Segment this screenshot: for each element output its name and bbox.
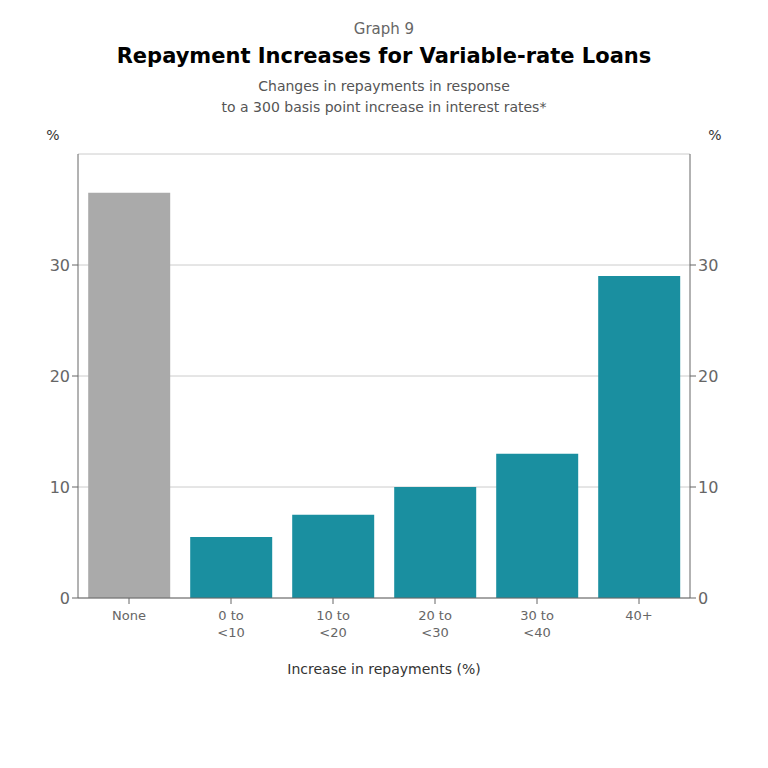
svg-text:10 to<20: 10 to<20 [316,608,350,640]
svg-text:30: 30 [50,256,70,275]
svg-text:0 to<10: 0 to<10 [217,608,244,640]
svg-text:10: 10 [50,478,70,497]
svg-text:%: % [46,127,59,143]
svg-text:20: 20 [698,367,718,386]
html-text:Graph 9: Graph 9 [353,20,415,38]
svg-text:20 to<30: 20 to<30 [418,608,452,640]
html-text:to a 300 basis point increase: to a 300 basis point increase in interes… [221,99,547,115]
svg-text:0: 0 [698,589,708,608]
svg-text:20: 20 [50,367,70,386]
svg-text:30 to<40: 30 to<40 [520,608,554,640]
svg-text:0: 0 [60,589,70,608]
svg-text:30: 30 [698,256,718,275]
svg-text:%: % [708,127,721,143]
svg-text:40+: 40+ [625,608,652,623]
svg-text:Increase in repayments (%): Increase in repayments (%) [287,661,480,677]
svg-text:10: 10 [698,478,718,497]
html-text:Repayment Increases for Variab: Repayment Increases for Variable-rate Lo… [116,44,652,68]
svg-text:None: None [112,608,146,623]
html-text:Changes in repayments in respo: Changes in repayments in response [258,78,510,94]
